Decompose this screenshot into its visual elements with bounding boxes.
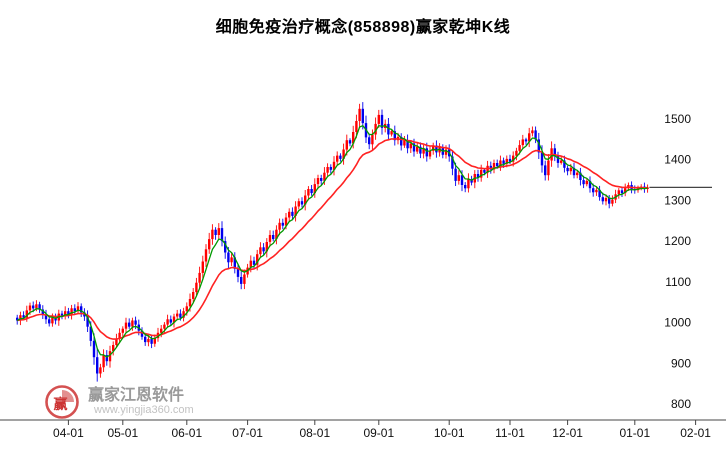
x-tick-label: 09-01	[363, 426, 394, 440]
x-tick-label: 07-01	[232, 426, 263, 440]
y-axis-labels: 1500 1400 1300 1200 1100 1000 900 800	[664, 112, 691, 411]
watermark-url-text: www.yingjia360.com	[94, 404, 194, 416]
chart-title: 细胞免疫治疗概念(858898)赢家乾坤K线	[215, 19, 511, 36]
x-tick-label: 05-01	[107, 426, 138, 440]
x-tick-label: 08-01	[299, 426, 330, 440]
winner-gann-logo-icon: 赢	[45, 385, 79, 419]
y-tick-label: 1500	[664, 112, 691, 126]
watermark-brand-text: 赢家江恩软件	[88, 387, 185, 404]
watermark: 赢 赢家江恩软件 www.yingjia360.com	[44, 384, 194, 420]
x-tick-label: 01-01	[619, 426, 650, 440]
x-axis: 04-01 05-01 06-01 07-01 08-01 09-01 10-01 11-01…	[0, 419, 726, 440]
ma-slow-line	[17, 138, 648, 340]
logo-character: 赢	[54, 396, 68, 412]
y-tick-label: 900	[671, 356, 691, 370]
x-tick-label: 06-01	[171, 426, 202, 440]
y-tick-label: 1000	[664, 316, 691, 330]
x-tick-label: 02-01	[680, 426, 711, 440]
x-tick-label: 04-01	[53, 426, 84, 440]
y-tick-label: 1400	[664, 153, 691, 167]
candles	[16, 102, 649, 382]
x-tick-label: 10-01	[434, 426, 465, 440]
y-tick-label: 1200	[664, 234, 691, 248]
y-tick-label: 1100	[665, 275, 691, 289]
x-tick-label: 12-01	[552, 426, 583, 440]
ma-fast-line	[16, 124, 648, 358]
y-tick-label: 1300	[664, 193, 691, 207]
y-tick-label: 800	[671, 397, 691, 411]
x-tick-label: 11-01	[495, 426, 525, 440]
